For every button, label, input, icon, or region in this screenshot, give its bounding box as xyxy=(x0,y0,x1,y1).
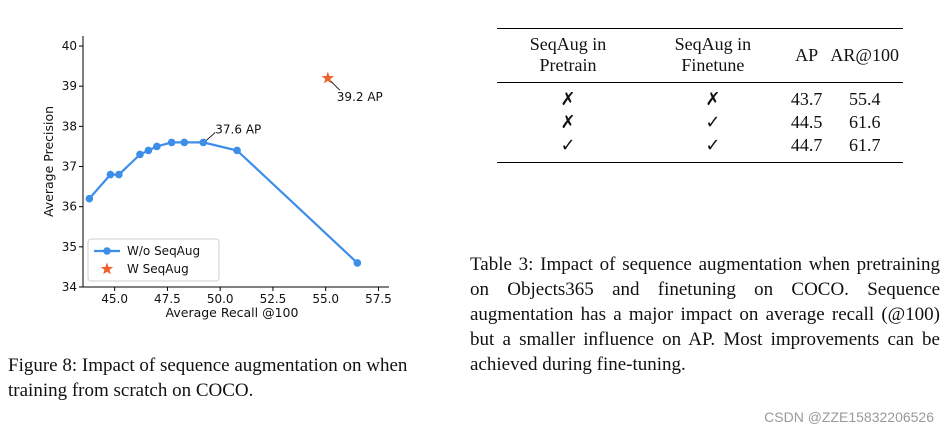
annotation-39-2-ap: 39.2 AP xyxy=(337,90,383,104)
y-tick-label: 40 xyxy=(62,39,77,53)
legend-label-wo-seqaug: W/o SeqAug xyxy=(127,244,200,258)
data-point-w-seqaug xyxy=(321,71,334,84)
y-tick-label: 39 xyxy=(62,79,77,93)
results-table: SeqAug in Pretrain SeqAug in Finetune AP… xyxy=(497,28,903,163)
table-caption: Table 3: Impact of sequence augmentation… xyxy=(470,254,940,375)
data-point-wo-seqaug xyxy=(153,142,161,151)
data-point-wo-seqaug xyxy=(144,146,153,155)
x-tick-label: 52.5 xyxy=(260,292,287,306)
cell-pretrain: ✗ xyxy=(560,89,576,110)
legend-marker-w-seqaug xyxy=(100,262,114,275)
table-header-row: SeqAug in Pretrain SeqAug in Finetune AP… xyxy=(497,28,903,83)
header-pretrain: SeqAug in Pretrain xyxy=(529,34,607,75)
y-tick-label: 35 xyxy=(62,240,77,254)
cell-finetune: ✗ xyxy=(705,89,721,110)
x-tick-label: 47.5 xyxy=(154,292,181,306)
watermark: CSDN @ZZE15832206526 xyxy=(764,409,934,425)
header-ap: AP xyxy=(795,44,819,65)
cell-finetune: ✓ xyxy=(705,112,721,133)
legend-label-w-seqaug: W SeqAug xyxy=(127,262,189,276)
cell-pretrain: ✗ xyxy=(560,112,576,133)
y-tick-label: 38 xyxy=(62,119,77,133)
y-tick-label: 36 xyxy=(62,200,77,214)
data-point-wo-seqaug xyxy=(353,259,362,267)
y-tick-label: 37 xyxy=(62,160,77,174)
cell-ar100: 55.4 xyxy=(848,89,881,109)
data-point-wo-seqaug xyxy=(233,146,241,155)
header-ar100: AR@100 xyxy=(830,44,899,65)
legend-marker-wo-seqaug xyxy=(103,247,111,255)
y-axis-label: Average Precision xyxy=(41,106,56,217)
cell-ap: 43.7 xyxy=(790,89,823,109)
data-point-wo-seqaug xyxy=(136,150,144,159)
data-point-wo-seqaug xyxy=(180,138,189,147)
annotation-arrow xyxy=(206,132,216,141)
data-point-wo-seqaug xyxy=(106,170,115,179)
data-point-wo-seqaug xyxy=(115,170,123,179)
data-point-wo-seqaug xyxy=(167,138,176,147)
annotation-37-6-ap: 37.6 AP xyxy=(215,122,261,136)
data-point-wo-seqaug xyxy=(199,138,208,147)
header-finetune: SeqAug in Finetune xyxy=(674,34,752,75)
x-tick-label: 50.0 xyxy=(207,292,234,306)
figure-caption: Figure 8: Impact of sequence augmentatio… xyxy=(8,355,408,401)
data-point-wo-seqaug xyxy=(85,194,94,203)
legend: W/o SeqAug W SeqAug xyxy=(87,238,220,282)
annotation-arrow xyxy=(330,80,341,91)
x-tick-label: 57.5 xyxy=(365,292,392,306)
table-row: ✓ ✓ 44.7 61.7 xyxy=(497,134,903,163)
cell-ar100: 61.6 xyxy=(848,112,881,132)
y-tick-label: 34 xyxy=(62,280,77,294)
table-row: ✗ ✓ 44.5 61.6 xyxy=(497,111,903,134)
pr-chart: 45.0 47.5 50.0 52.5 55.0 57.5 34 35 36 37 38 39 40 Av… xyxy=(41,36,392,320)
cell-ap: 44.7 xyxy=(790,135,823,155)
x-tick-label: 55.0 xyxy=(312,292,339,306)
cell-ar100: 61.7 xyxy=(848,135,881,155)
x-tick-label: 45.0 xyxy=(101,292,128,306)
legend-box xyxy=(87,238,220,282)
cell-pretrain: ✓ xyxy=(560,135,576,156)
cell-finetune: ✓ xyxy=(705,135,721,156)
cell-ap: 44.5 xyxy=(790,112,823,132)
table-row: ✗ ✗ 43.7 55.4 xyxy=(497,83,903,112)
x-axis-label: Average Recall @100 xyxy=(166,305,299,320)
